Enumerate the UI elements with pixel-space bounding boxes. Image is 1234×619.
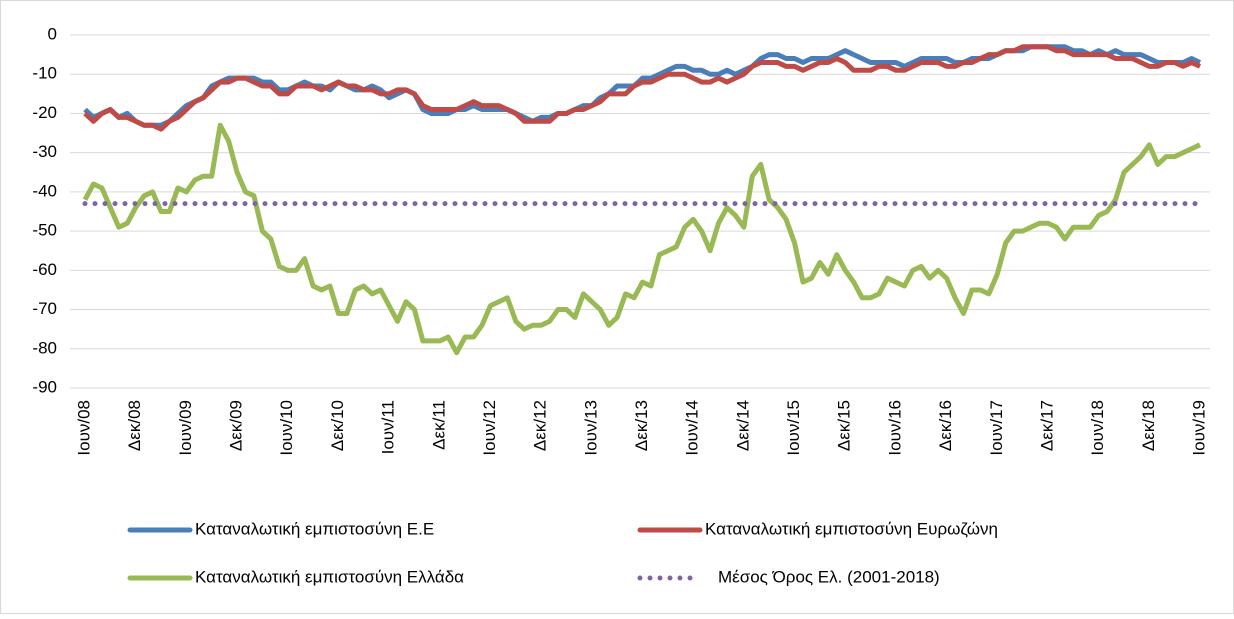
y-tick-label: -70 [32,299,57,318]
x-tick-label: Ιουν/09 [176,400,195,456]
x-tick-label: Ιουν/10 [277,400,296,456]
x-tick-label: Ιουν/13 [581,400,600,456]
x-tick-label: Δεκ/10 [328,400,347,451]
x-tick-label: Ιουν/15 [784,400,803,456]
x-tick-label: Δεκ/12 [531,400,550,451]
x-tick-label: Ιουν/14 [683,400,702,456]
legend-label: Μέσος Όρος Ελ. (2001-2018) [718,567,940,586]
y-tick-label: -50 [32,221,57,240]
series-line [83,44,1202,132]
x-tick-label: Ιουν/08 [74,400,93,456]
x-tick-label: Ιουν/11 [379,400,398,454]
y-tick-label: -60 [32,260,57,279]
x-tick-label: Δεκ/08 [125,400,144,451]
legend-label: Καταναλωτική εμπιστοσύνη Ελλάδα [195,567,464,586]
x-tick-label: Ιουν/16 [885,400,904,456]
x-tick-label: Δεκ/09 [227,400,246,451]
y-tick-label: -10 [32,64,57,83]
x-tick-label: Ιουν/17 [987,400,1006,456]
y-tick-label: -30 [32,142,57,161]
x-tick-label: Δεκ/14 [733,400,752,451]
x-tick-label: Δεκ/13 [632,400,651,451]
x-tick-label: Δεκ/15 [835,400,854,451]
x-tick-label: Δεκ/17 [1037,400,1056,451]
y-tick-label: -40 [32,181,57,200]
x-tick-label: Ιουν/12 [480,400,499,456]
legend-label: Καταναλωτική εμπιστοσύνη Ευρωζώνη [705,519,998,538]
x-tick-label: Δεκ/18 [1139,400,1158,451]
y-tick-label: 0 [48,24,57,43]
y-tick-label: -20 [32,103,57,122]
y-tick-label: -80 [32,338,57,357]
x-tick-label: Ιουν/18 [1088,400,1107,456]
x-tick-label: Ιουν/19 [1189,400,1208,456]
y-tick-label: -90 [32,377,57,396]
legend-label: Καταναλωτική εμπιστοσύνη Ε.Ε [195,519,434,538]
x-tick-label: Δεκ/11 [429,400,448,450]
x-tick-label: Δεκ/16 [936,400,955,451]
series-line [82,122,1202,356]
